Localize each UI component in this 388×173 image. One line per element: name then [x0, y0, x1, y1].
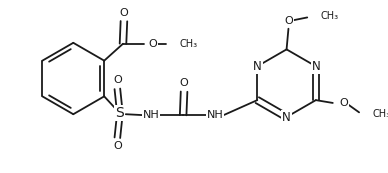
- Text: O: O: [148, 39, 157, 49]
- Text: O: O: [340, 98, 348, 108]
- Text: O: O: [113, 141, 122, 151]
- Text: CH₃: CH₃: [372, 109, 388, 119]
- Text: N: N: [312, 60, 320, 73]
- Text: N: N: [282, 111, 291, 124]
- Text: O: O: [180, 78, 189, 88]
- Text: O: O: [120, 8, 128, 18]
- Text: N: N: [253, 60, 262, 73]
- Text: NH: NH: [207, 110, 223, 120]
- Text: NH: NH: [143, 110, 159, 120]
- Text: CH₃: CH₃: [179, 39, 197, 49]
- Text: CH₃: CH₃: [320, 11, 338, 21]
- Text: O: O: [284, 16, 293, 26]
- Text: S: S: [115, 106, 124, 120]
- Text: O: O: [113, 75, 122, 85]
